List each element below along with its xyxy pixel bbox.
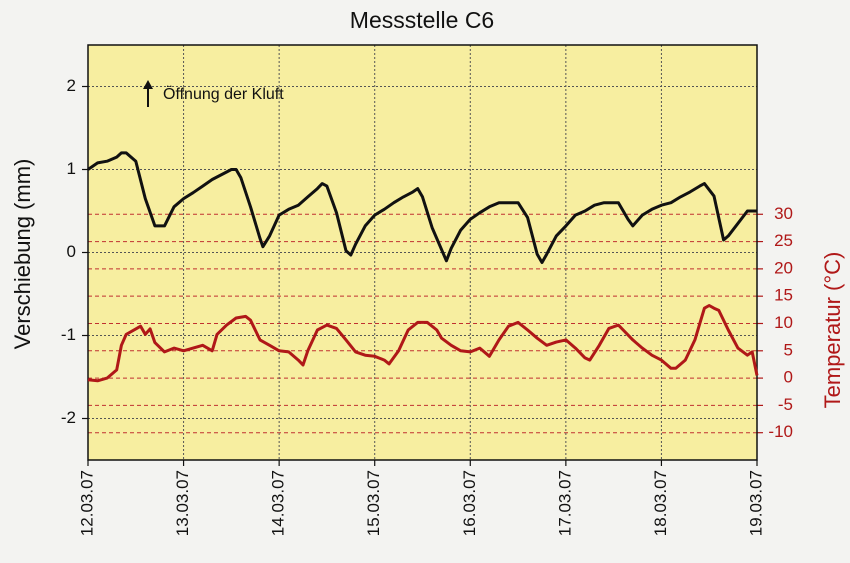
y-axis-label: Verschiebung (mm) — [10, 159, 35, 350]
x-tick-label: 17.03.07 — [555, 470, 574, 536]
y-tick-label: 1 — [67, 159, 76, 178]
y-tick-label: -2 — [61, 408, 76, 427]
y2-tick-label: 25 — [774, 231, 793, 250]
y2-tick-label: 10 — [774, 313, 793, 332]
y2-tick-label: 15 — [774, 286, 793, 305]
x-tick-label: 13.03.07 — [173, 470, 192, 536]
x-tick-label: 18.03.07 — [651, 470, 670, 536]
chart-title: Messstelle C6 — [350, 7, 494, 33]
x-tick-label: 15.03.07 — [364, 470, 383, 536]
x-tick-label: 19.03.07 — [746, 470, 765, 536]
x-tick-label: 14.03.07 — [269, 470, 288, 536]
y2-tick-label: -10 — [768, 422, 793, 441]
y2-tick-label: 20 — [774, 258, 793, 277]
annotation: Öffnung der Kluft — [163, 85, 284, 103]
x-tick-label: 12.03.07 — [77, 470, 96, 536]
plot-border — [87, 44, 758, 461]
x-tick-label: 16.03.07 — [460, 470, 479, 536]
data-line — [87, 304, 759, 383]
y-tick-label: 2 — [67, 76, 76, 95]
y-tick-label: -1 — [61, 325, 76, 344]
y2-tick-label: 30 — [774, 204, 793, 223]
y-tick-label: 0 — [67, 242, 76, 261]
data-line — [87, 151, 757, 264]
y2-tick-label: 5 — [784, 340, 793, 359]
y2-tick-label: 0 — [784, 368, 793, 387]
y2-axis-label: Temperatur (°C) — [820, 252, 845, 409]
y2-tick-label: -5 — [778, 395, 793, 414]
annotation-arrowhead — [143, 80, 153, 89]
